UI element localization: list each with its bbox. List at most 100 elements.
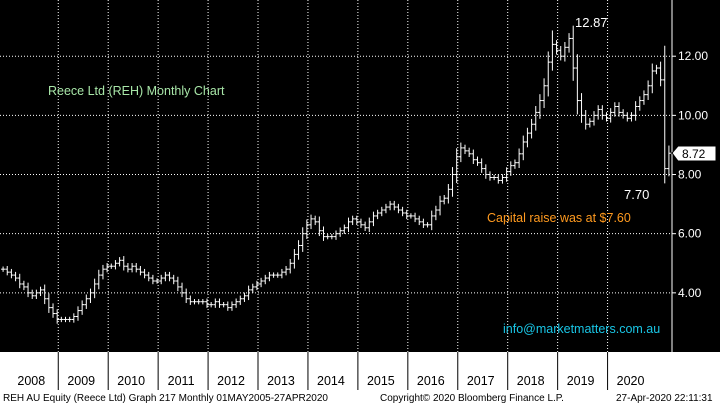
price-bar-37 <box>155 278 160 284</box>
price-bar-74 <box>309 214 314 230</box>
price-bar-2 <box>9 268 14 279</box>
price-bar-127 <box>529 118 534 139</box>
price-bar-82 <box>342 224 347 234</box>
price-bar-84 <box>350 215 355 226</box>
price-bar-133 <box>554 40 559 55</box>
price-bar-1 <box>5 265 10 276</box>
price-bar-41 <box>171 274 176 285</box>
price-bar-118 <box>492 174 497 181</box>
price-bar-23 <box>96 269 101 290</box>
price-bar-134 <box>558 46 563 61</box>
price-bar-56 <box>234 298 239 308</box>
price-bar-109 <box>454 148 459 184</box>
price-bar-57 <box>238 295 243 305</box>
x-tick-label-2013: 2013 <box>267 374 295 388</box>
y-tick-label-3: 10.00 <box>678 108 708 122</box>
x-tick-label-2012: 2012 <box>217 374 245 388</box>
price-bar-151 <box>629 112 634 122</box>
price-bar-108 <box>450 167 455 197</box>
x-axis: 2008 2009 2010 2011 2012 2013 2014 2015 2016 2017… <box>17 352 644 390</box>
price-bar-148 <box>616 102 621 117</box>
price-bar-29 <box>121 256 126 271</box>
price-bar-142 <box>592 111 597 126</box>
price-bar-90 <box>375 209 380 220</box>
price-bar-9 <box>38 286 43 297</box>
high-price-label: 12.87 <box>575 15 608 30</box>
price-bar-126 <box>525 127 530 148</box>
price-bar-51 <box>213 298 218 308</box>
price-bar-132 <box>550 30 555 71</box>
price-bar-6 <box>26 282 31 298</box>
price-bar-38 <box>159 274 164 285</box>
price-bar-136 <box>567 33 572 53</box>
price-bar-25 <box>105 263 110 273</box>
price-bar-39 <box>163 271 168 282</box>
price-bar-87 <box>363 221 368 231</box>
price-bar-78 <box>325 233 330 240</box>
price-bar-67 <box>279 268 284 279</box>
price-bar-21 <box>88 288 93 304</box>
price-bar-55 <box>229 301 234 311</box>
price-bar-4 <box>17 273 22 289</box>
price-bar-11 <box>46 293 51 313</box>
price-bar-153 <box>637 96 642 111</box>
price-bar-129 <box>537 94 542 119</box>
price-bar-117 <box>487 171 492 181</box>
timestamp-text: 27-Apr-2020 22:11:31 <box>616 393 713 404</box>
price-bar-68 <box>284 265 289 276</box>
price-bar-100 <box>417 215 422 226</box>
price-bar-104 <box>433 205 438 221</box>
price-bar-106 <box>442 194 447 205</box>
price-bar-0 <box>1 266 6 272</box>
price-bar-45 <box>188 295 193 305</box>
price-bar-147 <box>612 102 617 117</box>
price-bar-123 <box>512 159 517 169</box>
price-bar-86 <box>358 218 363 229</box>
price-bar-63 <box>263 274 268 285</box>
price-bar-150 <box>625 112 630 122</box>
price-bar-72 <box>300 227 305 252</box>
price-bar-96 <box>400 206 405 217</box>
last-price-marker: 8.72 <box>671 145 717 162</box>
price-bar-107 <box>446 183 451 204</box>
price-bar-50 <box>209 302 214 308</box>
price-bar-54 <box>225 301 230 311</box>
price-bar-52 <box>217 298 222 308</box>
price-bar-65 <box>271 272 276 278</box>
last-price-value: 8.72 <box>682 147 706 161</box>
price-bar-34 <box>142 268 147 279</box>
price-bar-3 <box>13 271 18 282</box>
chart-title: Reece Ltd (REH) Monthly Chart <box>48 84 225 98</box>
price-bar-93 <box>388 200 393 211</box>
price-bar-112 <box>467 147 472 158</box>
ticker-label: REH AU Equity (Reece Ltd) Graph 217 Mont… <box>3 393 328 404</box>
contact-email: info@marketmatters.com.au <box>503 322 660 336</box>
x-tick-label-2008: 2008 <box>17 374 45 388</box>
price-bar-47 <box>196 299 201 305</box>
price-bar-95 <box>396 203 401 214</box>
price-bar-18 <box>75 306 80 321</box>
price-bar-97 <box>404 209 409 220</box>
price-bar-42 <box>175 276 180 292</box>
price-bar-143 <box>596 105 601 120</box>
price-bar-113 <box>471 149 476 164</box>
x-tick-label-2009: 2009 <box>67 374 95 388</box>
x-tick-label-2019: 2019 <box>567 374 595 388</box>
price-bar-111 <box>463 144 468 155</box>
price-bar-137 <box>571 25 576 81</box>
price-bar-64 <box>267 271 272 282</box>
price-bar-155 <box>646 80 651 100</box>
price-bar-152 <box>633 101 638 121</box>
price-bar-154 <box>641 90 646 105</box>
x-tick-label-2016: 2016 <box>417 374 445 388</box>
capital-raise-annotation: Capital raise was at $7.60 <box>487 211 631 225</box>
price-bar-14 <box>59 316 64 323</box>
price-bar-116 <box>483 164 488 179</box>
price-bar-48 <box>200 299 205 305</box>
price-bar-158 <box>658 61 663 87</box>
x-tick-label-2015: 2015 <box>367 374 395 388</box>
price-bar-58 <box>242 292 247 302</box>
price-bar-122 <box>508 161 513 176</box>
